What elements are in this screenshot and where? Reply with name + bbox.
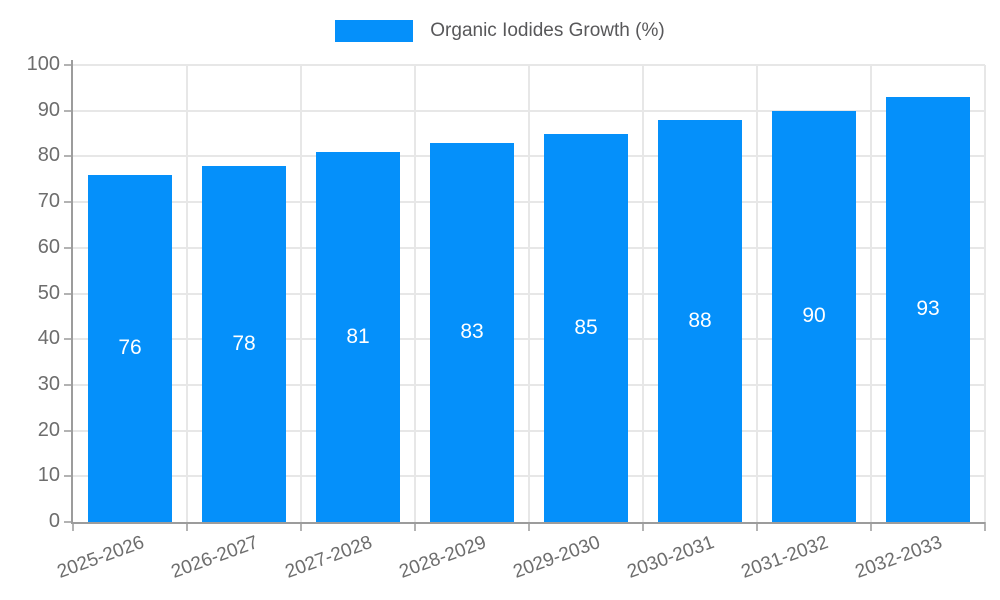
y-tick-label: 10 xyxy=(37,464,60,487)
bar-value-label: 81 xyxy=(346,324,370,348)
y-tick xyxy=(64,292,73,295)
bar-value-label: 88 xyxy=(688,308,712,332)
legend-label: Organic Iodides Growth (%) xyxy=(430,20,665,41)
x-grid-line xyxy=(414,65,416,522)
plot-area: 0 10 20 30 40 50 60 70 80 90 100 76 78 81 83 85 88 90 93 20… xyxy=(27,53,986,583)
bar-value-label: 83 xyxy=(460,320,484,344)
y-tick-label: 40 xyxy=(37,327,60,350)
x-grid-line xyxy=(300,65,302,522)
y-tick xyxy=(64,475,73,478)
bar-value-label: 76 xyxy=(118,336,142,360)
y-tick-label: 20 xyxy=(37,418,60,441)
y-tick-label: 70 xyxy=(37,190,60,213)
x-grid-line xyxy=(870,65,872,522)
bar: 76 xyxy=(88,174,172,522)
bar: 88 xyxy=(658,119,742,522)
x-tick-label: 2030-2031 xyxy=(624,532,718,583)
x-tick-label: 2025-2026 xyxy=(54,532,148,583)
bar: 93 xyxy=(886,96,970,522)
x-tick xyxy=(756,522,758,531)
x-grid-line xyxy=(984,65,986,522)
bar-value-label: 85 xyxy=(574,315,598,339)
y-tick xyxy=(64,109,73,112)
x-tick xyxy=(642,522,644,531)
y-tick xyxy=(64,429,73,432)
y-tick-label: 50 xyxy=(37,281,60,304)
y-tick xyxy=(64,64,73,66)
bar: 78 xyxy=(202,165,286,522)
x-axis-line xyxy=(71,522,985,524)
bar-value-label: 78 xyxy=(232,331,256,355)
y-tick-label: 0 xyxy=(48,510,60,532)
x-grid-line xyxy=(756,65,758,522)
y-tick-label: 60 xyxy=(37,235,60,258)
y-tick-label: 80 xyxy=(37,144,60,167)
x-tick xyxy=(72,522,74,531)
y-tick-label: 100 xyxy=(26,53,60,75)
x-tick xyxy=(186,522,188,531)
x-tick xyxy=(528,522,530,531)
x-tick xyxy=(870,522,872,531)
x-tick xyxy=(984,522,986,531)
x-tick xyxy=(300,522,302,531)
x-tick-label: 2027-2028 xyxy=(282,532,376,583)
y-tick-label: 30 xyxy=(37,372,60,395)
y-tick xyxy=(64,383,73,386)
x-tick-label: 2031-2032 xyxy=(738,532,832,583)
bar: 90 xyxy=(772,110,856,522)
bar: 81 xyxy=(316,151,400,522)
x-tick-label: 2032-2033 xyxy=(852,532,946,583)
y-tick xyxy=(64,155,73,158)
x-tick-label: 2026-2027 xyxy=(168,532,262,583)
y-tick-label: 90 xyxy=(37,98,60,121)
legend: Organic Iodides Growth (%) xyxy=(0,20,1000,42)
x-tick-label: 2029-2030 xyxy=(510,532,604,583)
y-tick xyxy=(64,338,73,341)
y-tick xyxy=(64,521,73,523)
x-tick-label: 2028-2029 xyxy=(396,532,490,583)
x-grid-line xyxy=(528,65,530,522)
bar-value-label: 90 xyxy=(802,304,826,328)
bar: 85 xyxy=(544,133,628,522)
y-axis-line xyxy=(71,60,73,522)
legend-swatch xyxy=(335,20,414,42)
x-tick xyxy=(414,522,416,531)
bar: 83 xyxy=(430,142,514,522)
bar-value-label: 93 xyxy=(916,297,940,321)
y-tick xyxy=(64,201,73,204)
x-grid-line xyxy=(186,65,188,522)
x-grid-line xyxy=(642,65,644,522)
y-tick xyxy=(64,246,73,249)
